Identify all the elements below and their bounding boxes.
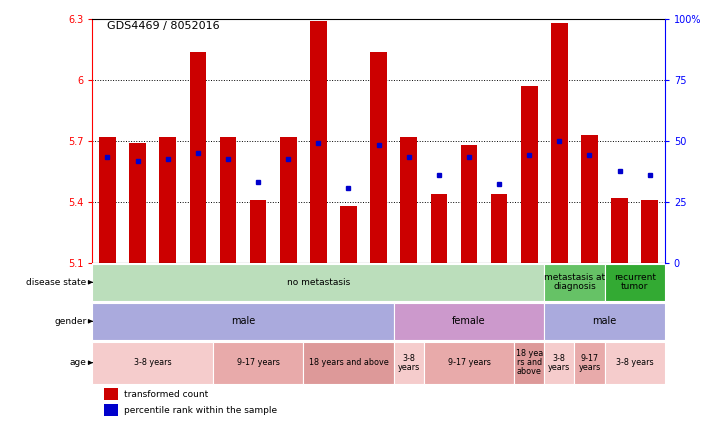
Bar bbox=[424, 342, 514, 384]
Bar bbox=[551, 23, 567, 263]
Text: metastasis at
diagnosis: metastasis at diagnosis bbox=[544, 273, 605, 291]
Text: no metastasis: no metastasis bbox=[287, 278, 350, 287]
Bar bbox=[461, 145, 477, 263]
Bar bbox=[431, 194, 447, 263]
Bar bbox=[304, 342, 394, 384]
Bar bbox=[280, 137, 296, 263]
Text: recurrent
tumor: recurrent tumor bbox=[614, 273, 656, 291]
Text: GDS4469 / 8052016: GDS4469 / 8052016 bbox=[107, 21, 219, 31]
Bar bbox=[220, 137, 236, 263]
Bar bbox=[604, 342, 665, 384]
Bar bbox=[545, 342, 574, 384]
Bar bbox=[611, 198, 628, 263]
Bar bbox=[574, 342, 604, 384]
Bar bbox=[394, 342, 424, 384]
Text: disease state: disease state bbox=[26, 278, 87, 287]
Bar bbox=[604, 264, 665, 301]
Bar bbox=[104, 388, 118, 400]
Bar bbox=[190, 52, 206, 263]
Text: 18 yea
rs and
above: 18 yea rs and above bbox=[515, 349, 543, 376]
Text: female: female bbox=[452, 316, 486, 326]
Bar bbox=[159, 137, 176, 263]
Bar bbox=[394, 302, 545, 340]
Text: 3-8
years: 3-8 years bbox=[397, 354, 420, 372]
Bar bbox=[340, 206, 357, 263]
Text: gender: gender bbox=[55, 317, 87, 326]
Bar bbox=[370, 52, 387, 263]
Text: 18 years and above: 18 years and above bbox=[309, 358, 388, 367]
Text: 3-8 years: 3-8 years bbox=[134, 358, 171, 367]
Bar bbox=[400, 137, 417, 263]
Bar bbox=[545, 302, 665, 340]
Text: age: age bbox=[70, 358, 87, 367]
Text: 3-8 years: 3-8 years bbox=[616, 358, 653, 367]
Text: 9-17 years: 9-17 years bbox=[447, 358, 491, 367]
Text: 9-17
years: 9-17 years bbox=[578, 354, 601, 372]
Bar bbox=[250, 200, 267, 263]
Text: transformed count: transformed count bbox=[124, 390, 208, 399]
Text: male: male bbox=[231, 316, 255, 326]
Bar bbox=[491, 194, 508, 263]
Bar bbox=[213, 342, 304, 384]
Bar bbox=[521, 86, 538, 263]
Text: 9-17 years: 9-17 years bbox=[237, 358, 279, 367]
Bar bbox=[641, 200, 658, 263]
Bar bbox=[581, 135, 598, 263]
Bar bbox=[100, 137, 116, 263]
Bar bbox=[129, 143, 146, 263]
Bar bbox=[310, 21, 326, 263]
Bar bbox=[514, 342, 545, 384]
Bar bbox=[92, 302, 394, 340]
Bar bbox=[545, 264, 604, 301]
Text: male: male bbox=[592, 316, 616, 326]
Bar bbox=[92, 264, 545, 301]
Bar bbox=[104, 404, 118, 416]
Bar bbox=[92, 342, 213, 384]
Text: 3-8
years: 3-8 years bbox=[548, 354, 570, 372]
Text: percentile rank within the sample: percentile rank within the sample bbox=[124, 406, 277, 415]
